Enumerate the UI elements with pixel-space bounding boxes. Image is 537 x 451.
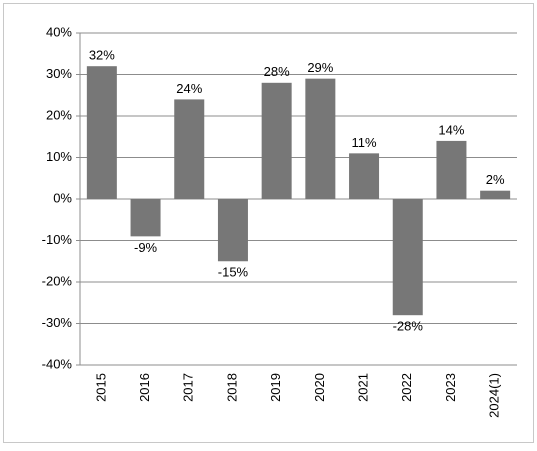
x-tick-label: 2018 — [224, 373, 239, 402]
value-label: 29% — [307, 60, 333, 75]
x-tick-label: 2023 — [443, 373, 458, 402]
bar — [217, 199, 248, 262]
y-tick-label: -20% — [42, 273, 73, 288]
value-label: -28% — [393, 319, 424, 334]
value-label: 24% — [176, 81, 202, 96]
bar — [392, 199, 423, 316]
y-tick-label: -40% — [42, 356, 73, 371]
bar — [480, 190, 511, 199]
bar — [130, 199, 161, 237]
value-label: 28% — [264, 64, 290, 79]
bar — [436, 140, 467, 199]
x-tick-label: 2017 — [181, 373, 196, 402]
value-label: 14% — [438, 122, 464, 137]
x-tick-label: 2024(1) — [487, 373, 502, 418]
y-tick-label: -30% — [42, 315, 73, 330]
y-tick-label: 40% — [46, 24, 72, 39]
x-tick-label: 2020 — [312, 373, 327, 402]
value-label: 11% — [352, 135, 377, 150]
x-tick-label: 2016 — [137, 373, 152, 402]
y-tick-label: 30% — [46, 66, 72, 81]
y-tick-label: -10% — [42, 232, 73, 247]
value-label: -15% — [218, 265, 249, 280]
y-tick-label: 10% — [46, 149, 72, 164]
value-label: 2% — [486, 172, 505, 187]
bar — [261, 82, 292, 199]
x-tick-label: 2019 — [268, 373, 283, 402]
x-tick-label: 2022 — [399, 373, 414, 402]
x-tick-label: 2015 — [93, 373, 108, 402]
x-tick-label: 2021 — [355, 373, 370, 402]
y-tick-label: 20% — [46, 107, 72, 122]
bar — [86, 66, 117, 199]
bar — [349, 153, 380, 199]
bar — [174, 99, 205, 199]
bar — [305, 78, 336, 199]
y-tick-label: 0% — [53, 190, 72, 205]
value-label: 32% — [89, 48, 115, 63]
value-label: -9% — [134, 240, 158, 255]
